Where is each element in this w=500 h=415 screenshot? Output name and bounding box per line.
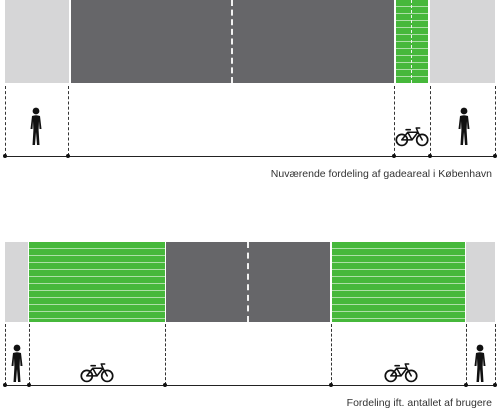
bicycle-icon [395,126,429,147]
segment-divider [394,86,395,156]
dimension-tick [428,154,432,158]
roadway [166,242,330,322]
segment-divider [5,86,6,156]
top-caption: Nuværende fordeling af gadeareal i Køben… [270,168,492,180]
dimension-tick [493,154,497,158]
dimension-tick [163,383,167,387]
segment-divider [5,324,6,385]
right-sidewalk [466,242,495,322]
left-sidewalk [5,242,28,322]
right-sidewalk [430,0,495,83]
dimension-tick [464,383,468,387]
left-bike-lane [29,242,165,322]
dimension-tick [3,383,7,387]
dimension-tick [392,154,396,158]
bicycle-icon [80,362,114,383]
segment-divider [331,324,332,385]
right-bike-lane [332,242,465,322]
pedestrian-icon [473,344,487,384]
bike-lane [396,0,428,83]
dimension-line [5,385,495,386]
segment-divider [495,86,496,156]
bicycle-icon [384,362,418,383]
dimension-tick [329,383,333,387]
pedestrian-icon [29,107,43,147]
bike-lane-marking [411,0,412,83]
dimension-tick [493,383,497,387]
dimension-tick [3,154,7,158]
dimension-line [5,156,495,157]
center-lane-marking [231,0,233,83]
pedestrian-icon [10,344,24,384]
segment-divider [466,324,467,385]
segment-divider [430,86,431,156]
segment-divider [29,324,30,385]
dimension-tick [66,154,70,158]
roadway [71,0,394,83]
left-sidewalk [5,0,69,83]
segment-divider [165,324,166,385]
segment-divider [495,324,496,385]
dimension-tick [27,383,31,387]
segment-divider [68,86,69,156]
bottom-caption: Fordeling ift. antallet af brugere [346,397,492,409]
center-lane-marking [247,242,249,322]
pedestrian-icon [457,107,471,147]
